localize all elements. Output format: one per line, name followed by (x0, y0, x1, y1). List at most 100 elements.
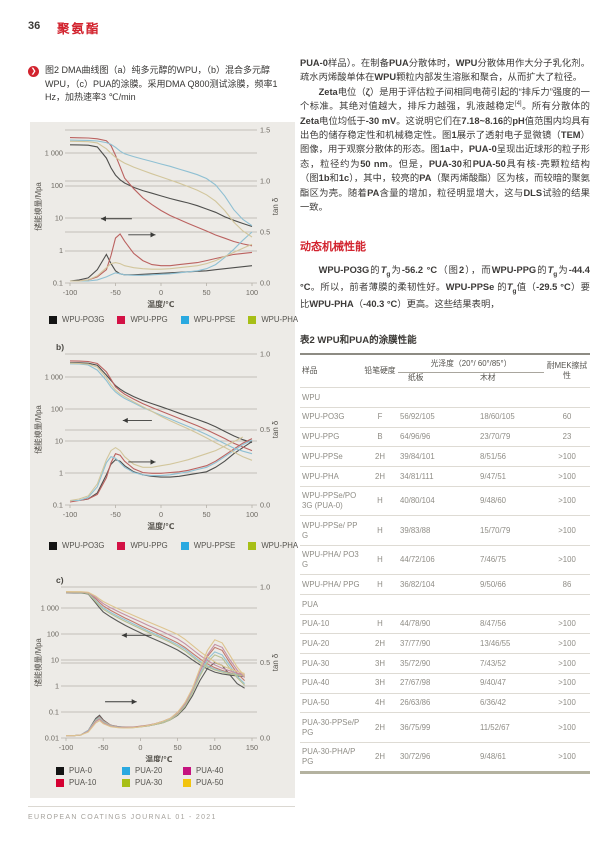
sample-name: PUA-30-PHA/PPG (300, 741, 362, 773)
dma-panel-a: 1 000 100 10 1 0.1 1.5 1.0 0.5 0.0 -100 -50 0 50 100 储… (30, 122, 298, 334)
storage-modulus-curve-WPU-PPG (69, 360, 253, 452)
left-axis-arrow-icon-head (121, 632, 127, 638)
pencil-hardness: F (362, 406, 398, 428)
y-axis-label-storage-modulus: 储能模量/Mpa (33, 182, 43, 231)
svg-text:100: 100 (51, 181, 63, 190)
gloss-wood: 8/51/56 (478, 446, 545, 467)
table-title: 表2 WPU和PUA的涂膜性能 (300, 334, 417, 346)
sample-name: WPU-PPSe/PO3G (PUA-0) (300, 485, 362, 516)
svg-text:-50: -50 (98, 743, 109, 752)
col-sample: 样品 (302, 366, 318, 376)
col-mek: 耐MEK擦拭性 (546, 361, 588, 380)
x-axis-label-temperature: 温度/℃ (147, 521, 174, 531)
mek-rub-resistance: >100 (544, 653, 591, 674)
article-paragraph: Zeta电位（ζ）是用于评估粒子间相同电荷引起的“排斥力”强度的一个标准。其绝对… (300, 86, 590, 213)
svg-text:0.0: 0.0 (260, 734, 270, 743)
svg-text:50: 50 (202, 510, 210, 519)
legend-item-PUA-40: PUA-40 (183, 766, 321, 775)
tan-delta-curve-WPU-PPSE (70, 439, 253, 502)
legend-label: WPU-PPSE (193, 315, 236, 324)
gloss-paperboard: 56/92/105 (398, 406, 478, 428)
table-row: WPU-PO3G F 56/92/105 18/60/105 60 (300, 406, 591, 428)
mek-rub-resistance: >100 (544, 485, 591, 516)
gloss-wood: 9/48/60 (478, 485, 545, 516)
svg-text:0.1: 0.1 (49, 707, 59, 716)
gloss-wood: 7/43/52 (478, 653, 545, 674)
pencil-hardness: H (362, 544, 398, 575)
legend-item-PUA-50: PUA-50 (183, 778, 321, 787)
gloss-paperboard: 39/83/88 (398, 515, 478, 546)
svg-text:1.0: 1.0 (260, 350, 270, 359)
svg-text:1 000: 1 000 (45, 373, 63, 382)
gloss-paperboard: 35/72/90 (398, 653, 478, 674)
storage-modulus-curve-WPU-PO3G (69, 144, 253, 228)
table-row: WPU-PPSe/PO3G (PUA-0) H 40/80/104 9/48/60 >1… (300, 485, 591, 516)
pencil-hardness: 2H (362, 712, 398, 743)
legend-swatch-icon (49, 315, 57, 324)
y-axis-label-storage-modulus: 储能模量/Mpa (33, 638, 43, 687)
storage-modulus-curve-WPU-PHA (69, 362, 253, 461)
x-axis-label-temperature: 温度/℃ (145, 754, 172, 762)
legend-item-WPU-PPSE: WPU-PPSE (180, 315, 236, 324)
mek-rub-resistance: >100 (544, 712, 591, 743)
table-body: WPU WPU-PO3G F 56/92/105 18/60/105 60 WPU-PPG B… (300, 387, 591, 773)
svg-text:10: 10 (55, 437, 63, 446)
gloss-paperboard: 36/75/99 (398, 712, 478, 743)
svg-text:1.5: 1.5 (260, 126, 270, 135)
table-row: WPU-PHA/ PPG H 36/82/104 9/50/66 86 (300, 574, 591, 595)
mek-rub-resistance: >100 (544, 633, 591, 654)
mek-rub-resistance: >100 (544, 446, 591, 467)
legend-label: PUA-40 (196, 766, 224, 775)
svg-text:100: 100 (51, 405, 63, 414)
table-row: PUA-10 H 44/78/90 8/47/56 >100 (300, 613, 591, 634)
svg-text:0: 0 (159, 288, 163, 297)
gloss-wood: 9/48/61 (478, 741, 545, 773)
legend-item-WPU-PPSE: WPU-PPSE (180, 541, 236, 550)
gloss-paperboard: 39/84/101 (398, 446, 478, 467)
table-group-row: PUA (300, 594, 591, 615)
group-label: PUA (300, 594, 591, 615)
sample-name: WPU-PPSe (300, 446, 362, 467)
legend-label: WPU-PPG (130, 315, 168, 324)
svg-text:0.0: 0.0 (260, 501, 270, 510)
dma-plot-a: 1 000 100 10 1 0.1 1.5 1.0 0.5 0.0 -100 -50 0 50 100 储… (33, 126, 280, 310)
storage-modulus-curve-PUA-50 (65, 591, 245, 675)
svg-text:0: 0 (159, 510, 163, 519)
gloss-paperboard: 26/63/86 (398, 692, 478, 713)
legend-swatch-icon (49, 541, 57, 550)
legend-item-PUA-30: PUA-30 (122, 778, 183, 787)
y-axis-label-tan-delta: tan δ (271, 197, 280, 215)
gloss-wood: 9/40/47 (478, 672, 545, 694)
tan-delta-curve-PUA-40 (66, 643, 245, 737)
col-gloss-group: 光泽度（20°/ 60°/85°） (398, 353, 545, 374)
legend-label: WPU-PPSE (193, 541, 236, 550)
gloss-wood: 9/47/51 (478, 466, 545, 487)
legend-label: WPU-PHA (261, 541, 299, 550)
pencil-hardness: 2H (362, 466, 398, 487)
tan-delta-curve-WPU-PO3G (69, 253, 253, 282)
legend-label: PUA-30 (135, 778, 163, 787)
mek-rub-resistance: >100 (544, 672, 591, 694)
storage-modulus-curve-PUA-30 (65, 591, 245, 677)
tan-delta-curve-WPU-PO3G (70, 441, 253, 502)
y-axis-label-tan-delta: tan δ (271, 653, 280, 671)
gloss-wood: 13/46/55 (478, 633, 545, 654)
sample-name: PUA-30-PPSe/PPG (300, 712, 362, 743)
pencil-hardness: 3H (362, 672, 398, 694)
journal-footer: EUROPEAN COATINGS JOURNAL 01 - 2021 (28, 814, 217, 821)
table-row: WPU-PHA/ PO3G H 44/72/106 7/46/75 >100 (300, 544, 591, 575)
table-row: WPU-PPSe/ PPG H 39/83/88 15/70/79 >100 (300, 515, 591, 546)
gloss-wood: 15/70/79 (478, 515, 545, 546)
sample-name: PUA-10 (300, 613, 362, 634)
right-axis-arrow-icon-head (150, 232, 156, 238)
tan-delta-curve-WPU-PHA (70, 243, 253, 282)
mek-rub-resistance: 60 (544, 406, 591, 428)
mek-rub-resistance: >100 (544, 741, 591, 773)
tan-delta-curve-WPU-PPSE (70, 231, 253, 282)
table-row: PUA-30 3H 35/72/90 7/43/52 >100 (300, 653, 591, 674)
storage-modulus-curve-WPU-PPSE (69, 139, 253, 227)
gloss-wood: 6/36/42 (478, 692, 545, 713)
svg-text:-100: -100 (63, 510, 78, 519)
legend-swatch-icon (56, 778, 64, 787)
gloss-wood: 7/46/75 (478, 544, 545, 575)
